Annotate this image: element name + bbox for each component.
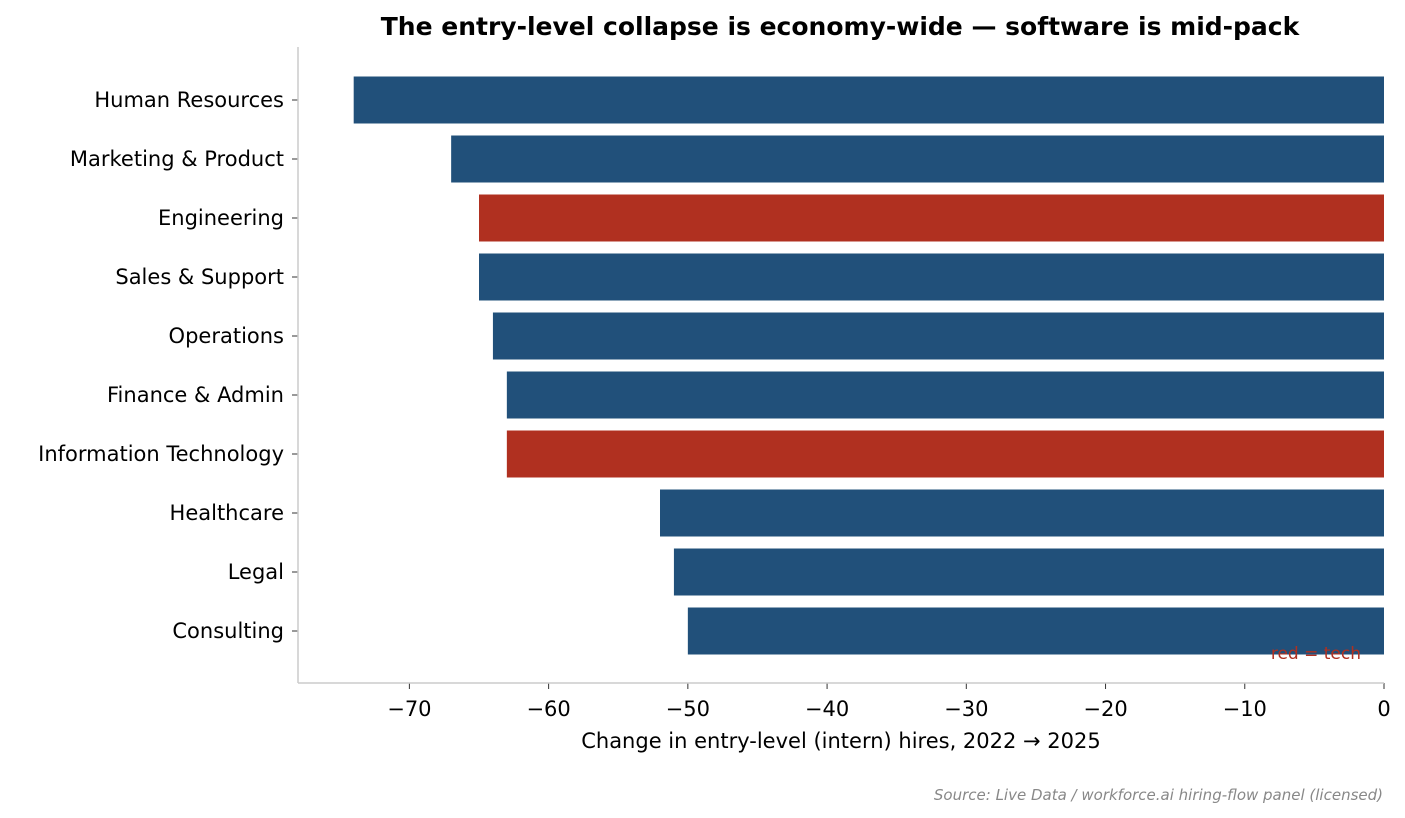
source-note: Source: Live Data / workforce.ai hiring-… [934, 786, 1383, 804]
legend-annotation: red = tech [1271, 644, 1361, 664]
x-tick-label: −60 [526, 697, 570, 721]
bar-engineering [479, 194, 1384, 242]
x-tick-label: −50 [666, 697, 710, 721]
bar-information-technology [506, 430, 1384, 478]
bar-sales-support [479, 253, 1384, 301]
x-tick-label: 0 [1377, 697, 1390, 721]
x-axis-ticks: −70 −60 −50 −40 −30 −20 −10 0 [387, 683, 1391, 721]
x-tick-label: −70 [387, 697, 431, 721]
x-tick-label: −10 [1223, 697, 1267, 721]
bar-legal [673, 548, 1384, 596]
bars-group [353, 76, 1385, 655]
category-label: Consulting [172, 619, 284, 643]
bar-consulting [687, 607, 1384, 655]
category-label: Marketing & Product [70, 147, 284, 171]
category-label: Sales & Support [115, 265, 284, 289]
bar-healthcare [660, 489, 1384, 537]
x-tick-label: −30 [944, 697, 988, 721]
category-label: Human Resources [94, 88, 284, 112]
bar-operations [492, 312, 1384, 360]
category-label: Finance & Admin [107, 383, 284, 407]
x-tick-label: −20 [1083, 697, 1127, 721]
category-label: Engineering [158, 206, 284, 230]
bar-human-resources [353, 76, 1384, 124]
category-label: Operations [169, 324, 284, 348]
category-label: Information Technology [38, 442, 284, 466]
category-label: Healthcare [170, 501, 284, 525]
bar-marketing-product [451, 135, 1385, 183]
x-tick-label: −40 [805, 697, 849, 721]
bar-finance-admin [506, 371, 1384, 419]
x-axis-label: Change in entry-level (intern) hires, 20… [581, 729, 1101, 753]
category-label: Legal [228, 560, 284, 584]
chart-title: The entry-level collapse is economy-wide… [381, 12, 1301, 41]
category-labels: Human Resources Marketing & Product Engine… [38, 88, 298, 643]
